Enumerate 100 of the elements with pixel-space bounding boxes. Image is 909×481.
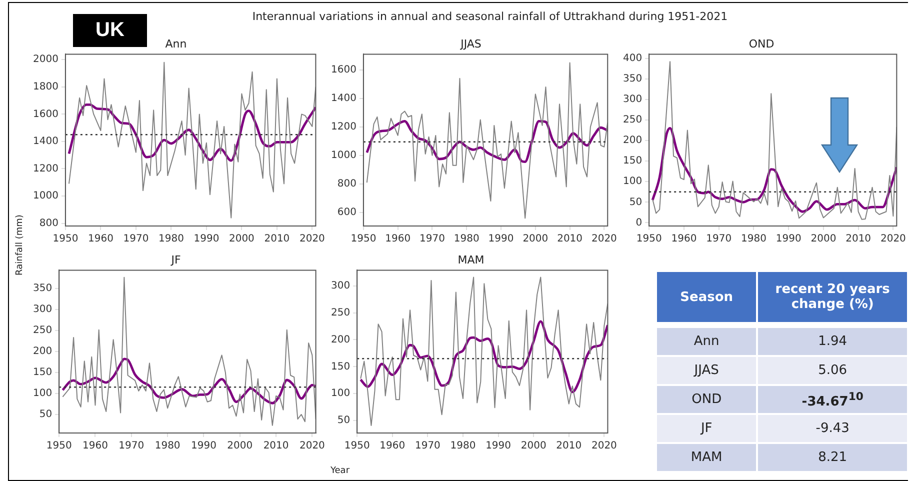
x-tick-label: 2000 (227, 440, 253, 452)
chart-title: MAM (458, 253, 484, 266)
y-tick-label: 100 (622, 176, 642, 188)
chart-title: JF (170, 253, 181, 266)
x-tick-label: 1990 (486, 440, 512, 452)
chart-title: OND (748, 37, 774, 50)
y-tick-label: 150 (32, 367, 52, 378)
y-tick-label: 150 (330, 361, 350, 372)
x-tick-label: 1960 (82, 440, 108, 452)
text: 5.06 (818, 363, 848, 378)
text: Interannual variations in annual and seasonal rainfall of Uttrakhand during 1951-2021 (251, 10, 729, 23)
y-tick-label: 200 (32, 346, 52, 357)
x-tick-label: 1980 (158, 234, 184, 245)
x-tick-label: 2000 (810, 234, 836, 245)
text: 1.94 (818, 334, 848, 349)
x-tick-label: 1980 (154, 440, 180, 452)
category-label: JF (657, 415, 756, 442)
text: Season (657, 272, 756, 322)
y-tick-label: 1000 (32, 190, 58, 202)
y-tick-label: 300 (32, 304, 52, 315)
x-tick-label: 1960 (385, 234, 411, 245)
y-tick-label: 50 (337, 415, 350, 426)
x-tick-label: 2020 (299, 440, 325, 452)
y-tick-label: 50 (629, 196, 642, 208)
y-tick-label: 0 (636, 217, 642, 228)
y-tick-label: 100 (330, 388, 350, 400)
x-tick-label: 2020 (299, 234, 325, 245)
line-series (366, 120, 608, 164)
y-tick-label: 150 (622, 156, 642, 167)
text: -34.67$^{10}$ (802, 390, 864, 410)
x-tick-label: 2010 (264, 234, 290, 245)
x-tick-label: 2010 (846, 234, 872, 245)
y-tick-label: 800 (337, 178, 356, 190)
y-tick-label: 1600 (32, 108, 58, 120)
line-series (62, 358, 316, 404)
x-axis-title: Year (329, 466, 351, 476)
x-tick-label: 1950 (344, 440, 370, 452)
x-tick-label: 2020 (880, 234, 906, 245)
y-tick-label: 1600 (330, 64, 356, 76)
x-tick-label: 1970 (123, 234, 149, 245)
y-tick-label: 300 (622, 94, 642, 106)
y-tick-label: 400 (622, 52, 642, 64)
x-tick-label: 1980 (454, 234, 480, 245)
y-tick-label: 2000 (32, 54, 58, 66)
y-tick-label: 600 (337, 207, 356, 218)
chart-title: Ann (165, 37, 187, 50)
y-tick-label: 350 (622, 73, 642, 84)
y-tick-label: 1800 (32, 82, 58, 93)
x-tick-label: 2000 (520, 440, 546, 452)
x-tick-label: 1960 (88, 234, 114, 245)
x-tick-label: 1990 (488, 234, 514, 245)
y-tick-label: 250 (622, 114, 642, 126)
line-series (359, 320, 608, 394)
x-tick-label: 1970 (706, 234, 732, 245)
x-tick-label: 1960 (380, 440, 406, 452)
x-tick-label: 1950 (350, 234, 376, 245)
x-tick-label: 2000 (228, 234, 254, 245)
line-series (651, 126, 897, 213)
y-tick-label: 1000 (330, 150, 356, 162)
y-tick-label: 300 (330, 280, 350, 292)
x-tick-label: 1950 (52, 234, 78, 245)
y-tick-label: 350 (32, 282, 52, 294)
x-tick-label: 1990 (190, 440, 216, 452)
y-tick-label: 1200 (32, 163, 58, 174)
x-tick-label: 1990 (776, 234, 802, 245)
y-tick-label: 200 (330, 334, 350, 346)
text: 8.21 (818, 450, 848, 465)
x-tick-label: 1980 (450, 440, 476, 452)
category-label: Ann (657, 328, 756, 355)
y-axis-title: Rainfall (mm) (15, 214, 25, 278)
line-series (68, 103, 316, 162)
category-label: OND (657, 386, 756, 413)
category-label: MAM (657, 444, 756, 471)
text: UK (73, 14, 147, 47)
y-tick-label: 250 (330, 307, 350, 318)
y-tick-label: 50 (39, 409, 52, 420)
y-tick-label: 200 (622, 135, 642, 146)
y-tick-label: 250 (32, 324, 52, 336)
y-tick-label: 1400 (330, 92, 356, 104)
x-tick-label: 1970 (420, 234, 445, 245)
y-tick-label: 1400 (32, 136, 58, 148)
y-tick-label: 100 (32, 388, 52, 400)
x-tick-label: 1990 (194, 234, 220, 245)
y-tick-label: 1200 (330, 122, 356, 133)
x-tick-label: 1970 (414, 440, 440, 452)
x-tick-label: 2000 (522, 234, 548, 245)
x-tick-label: 1970 (118, 440, 144, 452)
x-tick-label: 2010 (557, 234, 583, 245)
x-tick-label: 2010 (263, 440, 289, 452)
x-tick-label: 2010 (556, 440, 582, 452)
x-tick-label: 2020 (591, 234, 617, 245)
text: -9.43 (816, 421, 850, 436)
x-tick-label: 1950 (636, 234, 662, 245)
x-tick-label: 1960 (671, 234, 697, 245)
y-tick-label: 800 (39, 218, 58, 229)
text: recent 20 years change (%) (758, 272, 907, 322)
x-tick-label: 1980 (740, 234, 766, 245)
chart-title: JJAS (460, 37, 482, 50)
x-tick-label: 1950 (46, 440, 72, 452)
x-tick-label: 2020 (591, 440, 617, 452)
